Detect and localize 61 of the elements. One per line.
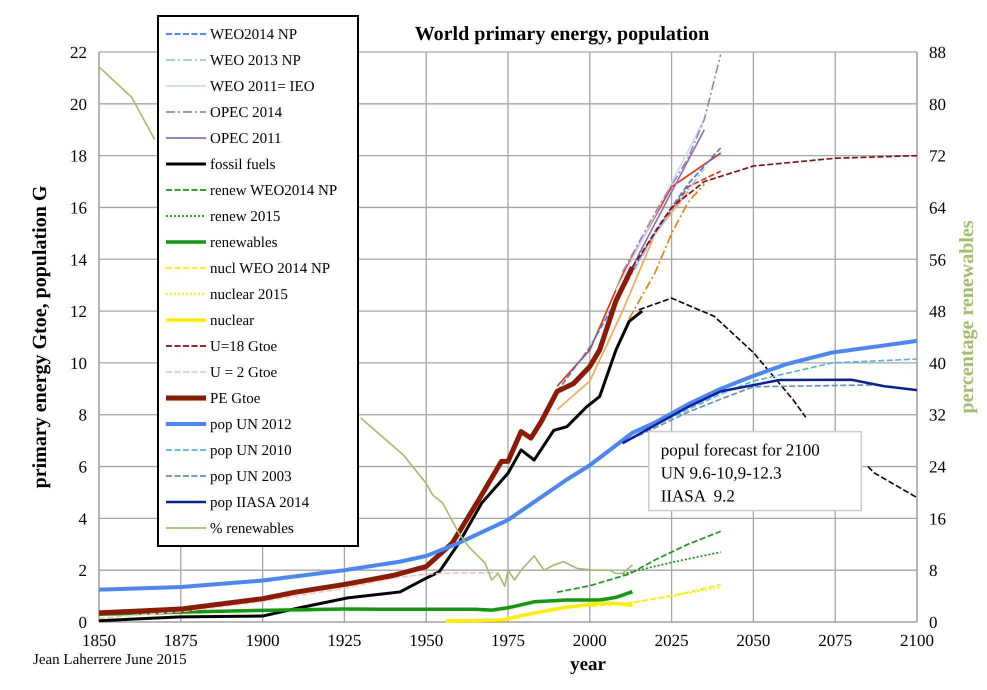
y-tick-label: 8 [78,406,87,425]
y2-tick-label: 72 [929,146,946,166]
y-tick-label: 18 [70,146,87,166]
legend-label: WEO2014 NP [210,27,298,43]
legend-label: renewables [210,235,278,251]
legend-label: OPEC 2011 [210,131,282,147]
y-tick-label: 14 [70,250,88,270]
legend-label: renew WEO2014 NP [210,183,338,199]
legend-label: nuclear 2015 [210,287,288,303]
legend-label: U = 2 Gtoe [210,365,278,381]
x-tick-label: 1975 [491,631,525,650]
y2-tick-label: 24 [929,458,946,477]
x-tick-label: 2050 [736,631,770,650]
y-tick-label: 4 [78,509,88,528]
x-tick-label: 1875 [164,631,198,650]
y2-tick-label: 0 [929,613,938,632]
x-tick-label: 1850 [82,631,116,650]
y-tick-label: 6 [78,458,87,477]
y2-tick-label: 48 [929,302,946,322]
legend-label: renew 2015 [210,209,280,225]
y2-tick-label: 80 [929,94,946,114]
legend-label: nuclear [210,313,254,329]
y2-tick-label: 64 [929,198,946,218]
text: Jean Laherrere June 2015 [33,652,187,668]
y-tick-label: 22 [70,43,87,62]
annotation: popul forecast for 2100 UN 9.6-10,9-12.3 IIASA 9.2 [660,440,820,506]
x-tick-label: 1950 [409,631,444,650]
legend-label: % renewables [210,521,294,537]
legend-label: fossil fuels [210,157,276,173]
y2-tick-label: 40 [929,354,946,373]
legend-label: pop UN 2010 [210,443,292,459]
chart-title: World primary energy, population [414,23,710,45]
x-tick-label: 2025 [654,631,689,650]
y-tick-label: 20 [70,94,87,114]
x-tick-label: 2100 [900,631,934,650]
y2-axis-title: percentage renewables [956,220,978,414]
legend-label: PE Gtoe [210,391,261,407]
legend-label: pop UN 2003 [210,469,292,485]
legend-label: OPEC 2014 [210,105,283,121]
legend-label: nucl WEO 2014 NP [210,261,330,277]
y2-tick-label: 56 [929,250,946,270]
y-tick-label: 0 [78,613,87,632]
x-tick-label: 1900 [246,631,280,650]
legend-label: pop IIASA 2014 [210,495,310,511]
y2-tick-label: 32 [929,406,946,425]
x-tick-label: 2075 [818,631,852,650]
y-tick-label: 16 [70,198,87,218]
y-axis-title: primary energy Gtoe, population G [29,185,51,488]
y-tick-label: 12 [70,302,87,322]
y2-tick-label: 16 [929,509,946,528]
legend-label: WEO 2011= IEO [210,79,315,95]
legend-label: pop UN 2012 [210,417,292,433]
legend-label: WEO 2013 NP [210,53,301,69]
y-tick-label: 10 [70,354,87,373]
y2-tick-label: 88 [929,43,946,62]
x-tick-label: 1925 [327,631,362,650]
x-axis-title: year [570,654,606,675]
y-tick-label: 2 [78,561,87,580]
x-tick-label: 2000 [572,631,607,650]
y2-tick-label: 8 [929,561,938,580]
legend-label: U=18 Gtoe [210,339,278,355]
